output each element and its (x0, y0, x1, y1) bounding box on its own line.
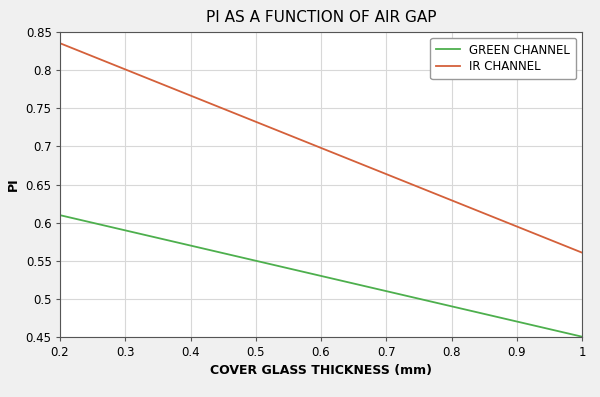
Title: PI AS A FUNCTION OF AIR GAP: PI AS A FUNCTION OF AIR GAP (206, 10, 436, 25)
GREEN CHANNEL (339, 279, 346, 283)
Line: IR CHANNEL: IR CHANNEL (60, 43, 582, 252)
IR CHANNEL (56, 41, 64, 46)
IR CHANNEL (566, 245, 573, 250)
IR CHANNEL (367, 166, 374, 170)
GREEN CHANNEL (484, 312, 491, 317)
Y-axis label: PI: PI (7, 178, 20, 191)
IR CHANNEL (339, 154, 346, 159)
GREEN CHANNEL (56, 213, 64, 218)
GREEN CHANNEL (304, 270, 311, 275)
GREEN CHANNEL (367, 285, 374, 290)
IR CHANNEL (578, 250, 586, 255)
GREEN CHANNEL (307, 271, 314, 276)
Legend: GREEN CHANNEL, IR CHANNEL: GREEN CHANNEL, IR CHANNEL (430, 38, 576, 79)
GREEN CHANNEL (578, 334, 586, 339)
X-axis label: COVER GLASS THICKNESS (mm): COVER GLASS THICKNESS (mm) (210, 364, 432, 377)
GREEN CHANNEL (566, 331, 573, 336)
IR CHANNEL (307, 142, 314, 146)
Line: GREEN CHANNEL: GREEN CHANNEL (60, 215, 582, 337)
IR CHANNEL (484, 212, 491, 217)
IR CHANNEL (304, 140, 311, 145)
